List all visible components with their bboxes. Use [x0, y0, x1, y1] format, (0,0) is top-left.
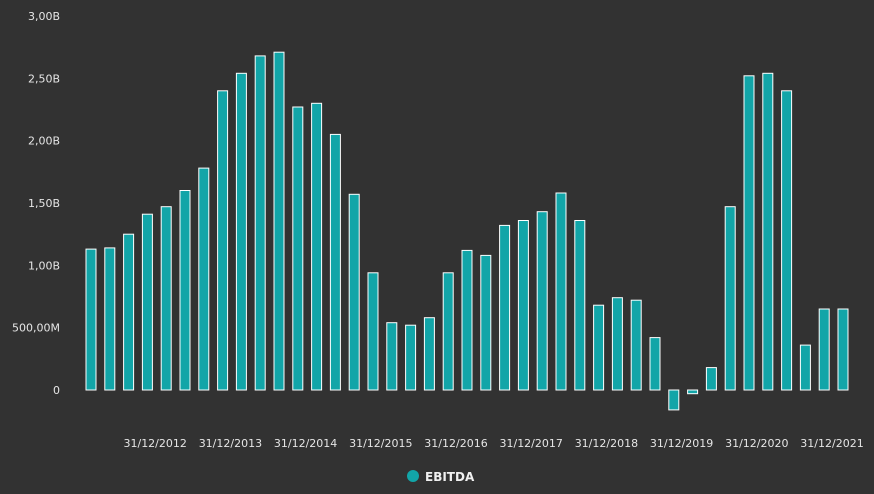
bar[interactable] — [329, 133, 341, 391]
bar[interactable] — [386, 322, 398, 391]
y-tick-label: 0 — [53, 384, 60, 397]
bar[interactable] — [630, 299, 642, 391]
x-tick-label: 31/12/2018 — [575, 437, 638, 450]
bar[interactable] — [687, 389, 699, 395]
bar[interactable] — [311, 102, 323, 391]
x-tick-label: 31/12/2021 — [800, 437, 863, 450]
bar[interactable] — [423, 317, 435, 391]
legend[interactable]: EBITDA — [407, 470, 475, 484]
x-tick-label: 31/12/2013 — [199, 437, 262, 450]
bar[interactable] — [85, 248, 97, 391]
bar[interactable] — [799, 344, 811, 391]
bar[interactable] — [141, 213, 153, 391]
bar[interactable] — [235, 72, 247, 391]
x-tick-label: 31/12/2014 — [274, 437, 337, 450]
bar[interactable] — [762, 72, 774, 391]
x-tick-label: 31/12/2017 — [499, 437, 562, 450]
bar[interactable] — [198, 167, 210, 391]
y-axis: 0 500,00M 1,00B 1,50B 2,00B 2,50B 3,00B — [12, 10, 60, 397]
bar[interactable] — [273, 51, 285, 391]
bar[interactable] — [254, 55, 266, 391]
x-tick-label: 31/12/2019 — [650, 437, 713, 450]
x-axis: 31/12/2012 31/12/2013 31/12/2014 31/12/2015… — [123, 437, 863, 450]
bar[interactable] — [517, 220, 529, 391]
bar[interactable] — [611, 297, 623, 391]
bar[interactable] — [499, 224, 511, 391]
bar[interactable] — [442, 272, 454, 391]
bar[interactable] — [480, 254, 492, 391]
bar[interactable] — [217, 90, 229, 391]
x-tick-label: 31/12/2016 — [424, 437, 487, 450]
x-tick-label: 31/12/2015 — [349, 437, 412, 450]
bar[interactable] — [536, 211, 548, 391]
bar[interactable] — [179, 190, 191, 391]
bar[interactable] — [405, 324, 417, 391]
y-tick-label: 1,00B — [28, 259, 60, 272]
y-tick-label: 1,50B — [28, 197, 60, 210]
legend-marker-ebitda — [407, 470, 419, 482]
bar[interactable] — [649, 337, 661, 391]
bar[interactable] — [705, 367, 717, 391]
bar[interactable] — [123, 233, 135, 391]
bar[interactable] — [348, 193, 360, 391]
y-tick-label: 500,00M — [12, 322, 60, 335]
bar[interactable] — [160, 206, 172, 391]
bar[interactable] — [593, 304, 605, 391]
bar[interactable] — [724, 206, 736, 391]
bar[interactable] — [367, 272, 379, 391]
bar[interactable] — [781, 90, 793, 391]
y-tick-label: 3,00B — [28, 10, 60, 23]
bar[interactable] — [292, 106, 304, 391]
bar[interactable] — [818, 308, 830, 391]
bar[interactable] — [104, 247, 116, 391]
bar[interactable] — [743, 75, 755, 391]
bars — [85, 51, 849, 411]
bar[interactable] — [555, 192, 567, 391]
bar[interactable] — [461, 249, 473, 391]
x-tick-label: 31/12/2012 — [123, 437, 186, 450]
bar[interactable] — [574, 220, 586, 391]
bar[interactable] — [668, 389, 680, 411]
bar[interactable] — [837, 308, 849, 391]
y-tick-label: 2,00B — [28, 135, 60, 148]
x-tick-label: 31/12/2020 — [725, 437, 788, 450]
y-tick-label: 2,50B — [28, 72, 60, 85]
legend-label-ebitda: EBITDA — [425, 470, 475, 484]
